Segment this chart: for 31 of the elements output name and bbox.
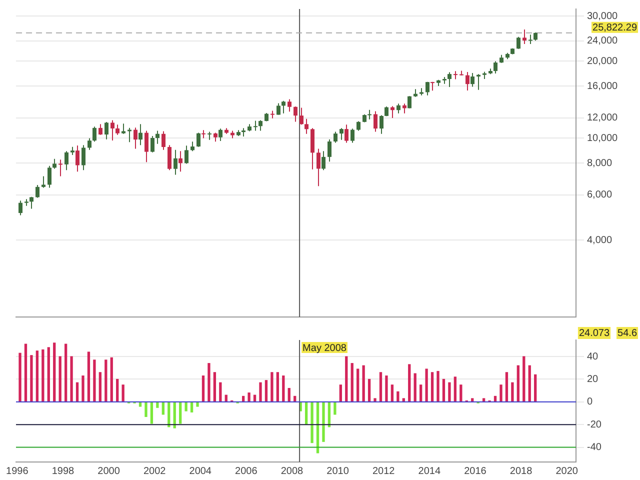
y-tick-label: 30,000 [587,10,618,22]
y-tick-label: 20 [587,374,599,385]
y-tick-label: 16,000 [587,80,618,92]
x-tick-label: 2020 [556,466,578,477]
y-tick-label: 24,000 [587,36,618,47]
y-tick-label: 6,000 [587,190,612,201]
x-tick-label: 2012 [372,466,396,477]
y-tick-label: 8,000 [587,158,612,169]
x-tick-label: 2010 [326,466,350,477]
y-tick-label: 40 [587,351,599,362]
ref-line-label: 25,822.29 [592,22,638,34]
x-tick-label: 2004 [189,466,212,477]
x-tick-label: 2008 [280,466,304,477]
y-tick-label: 4,000 [587,234,612,246]
x-tick-label: 2018 [510,466,533,477]
x-tick-label: 2016 [464,466,487,477]
y-tick-label: 12,000 [587,112,618,124]
x-tick-label: 2000 [98,466,120,477]
y-tick-label: 20,000 [587,56,618,67]
ref-line-label: May 2008 [302,342,347,354]
y-tick-label: 10,000 [587,132,618,144]
text: 54.6 [618,328,638,339]
x-tick-label: 2006 [235,466,258,477]
x-tick-label: 1998 [52,466,75,477]
x-tick-label: 1996 [6,466,29,477]
y-tick-label: -40 [587,442,602,454]
y-tick-label: -20 [587,419,602,430]
x-tick-label: 2002 [143,466,166,477]
y-tick-label: 0 [587,396,593,408]
x-tick-label: 2014 [418,466,441,477]
text: 24.073 [578,328,610,339]
